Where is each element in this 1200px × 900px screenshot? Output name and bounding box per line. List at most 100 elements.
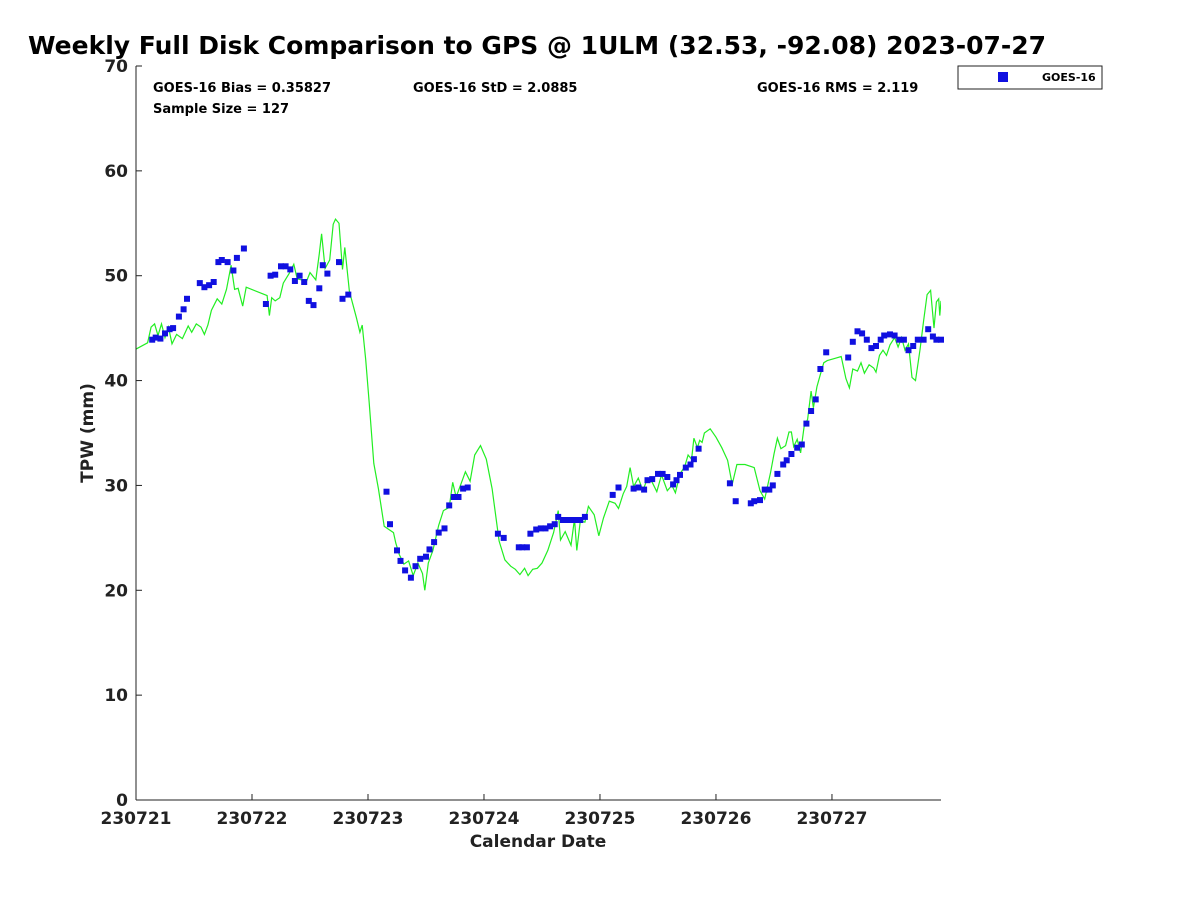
- goes-16-point: [397, 557, 404, 564]
- goes-16-point: [402, 567, 409, 574]
- goes-16-point: [803, 420, 810, 427]
- goes-16-point: [272, 271, 279, 278]
- goes-16-point: [572, 517, 579, 523]
- goes-16-point: [196, 280, 203, 287]
- goes-16-point: [905, 347, 912, 354]
- goes-16-point: [817, 366, 824, 372]
- goes-16-point: [240, 245, 247, 252]
- goes-16-point: [494, 530, 501, 537]
- goes-16-point: [849, 338, 856, 345]
- goes-16-point: [938, 336, 944, 343]
- goes-16-point: [933, 336, 940, 343]
- x-tick-label: 230725: [564, 809, 635, 829]
- legend-marker-goes-16: [998, 72, 1008, 82]
- goes-16-point: [670, 481, 677, 488]
- goes-16-point: [873, 343, 879, 349]
- goes-16-series: [149, 245, 944, 581]
- legend-box: [957, 65, 1103, 90]
- goes-16-point: [794, 444, 801, 451]
- goes-16-point: [278, 263, 284, 270]
- goes-16-point: [555, 513, 562, 520]
- goes-16-point: [798, 441, 805, 448]
- goes-16-point: [929, 333, 936, 340]
- goes-16-point: [149, 336, 156, 343]
- goes-16-point: [659, 470, 666, 477]
- goes-16-point: [336, 259, 342, 266]
- goes-16-point: [547, 523, 554, 530]
- goes-16-point: [695, 445, 702, 452]
- goes-16-point: [310, 302, 317, 309]
- goes-16-point: [435, 529, 442, 536]
- goes-16-point: [407, 574, 414, 581]
- gps-series: [136, 217, 941, 591]
- goes-16-point: [383, 488, 390, 495]
- goes-16-point: [635, 484, 642, 491]
- goes-16-point: [224, 259, 231, 266]
- y-tick-label: 10: [104, 686, 128, 706]
- goes-16-point: [655, 470, 661, 477]
- goes-16-point: [527, 530, 534, 537]
- y-tick-label: 0: [116, 791, 128, 811]
- goes-16-point: [559, 517, 566, 523]
- goes-16-point: [808, 408, 815, 414]
- goes-16-point: [218, 257, 225, 263]
- goes-16-point: [450, 494, 457, 500]
- x-axis-ticks: 230721 230722 230723 230724 230725 230726 2307…: [101, 794, 867, 829]
- goes-16-point: [615, 484, 622, 491]
- goes-16-point: [417, 555, 424, 562]
- goes-16-point: [210, 279, 217, 285]
- goes-16-point: [564, 517, 571, 523]
- goes-16-point: [854, 328, 861, 335]
- goes-16-point: [641, 486, 648, 493]
- legend-label-goes-16: GOES-16: [1042, 71, 1096, 84]
- goes-16-point: [630, 485, 637, 492]
- goes-16-point: [774, 470, 781, 477]
- goes-16-point: [649, 476, 656, 483]
- goes-16-point: [682, 464, 689, 471]
- goes-16-point: [162, 330, 168, 337]
- goes-16-point: [920, 336, 927, 343]
- goes-16-point: [887, 331, 893, 338]
- goes-16-point: [446, 502, 453, 509]
- goes-16-point: [184, 295, 190, 302]
- goes-16-point: [747, 500, 754, 507]
- goes-16-point: [316, 285, 323, 292]
- goes-16-point: [877, 336, 884, 343]
- stat-bias: GOES-16 Bias = 0.35827: [153, 81, 331, 96]
- goes-16-point: [780, 461, 787, 468]
- goes-16-point: [568, 517, 574, 523]
- goes-16-point: [761, 486, 768, 493]
- goes-16-point: [783, 457, 790, 464]
- goes-16-point: [394, 547, 400, 554]
- chart-title: Weekly Full Disk Comparison to GPS @ 1UL…: [28, 31, 1046, 60]
- goes-16-point: [673, 477, 680, 484]
- x-tick-label: 230723: [332, 809, 403, 829]
- goes-16-point: [664, 474, 671, 480]
- goes-16-point: [170, 325, 177, 332]
- goes-16-point: [412, 563, 419, 570]
- goes-16-point: [206, 282, 213, 289]
- goes-16-point: [900, 336, 907, 343]
- goes-16-point: [769, 482, 776, 489]
- goes-16-point: [690, 456, 697, 463]
- goes-16-point: [577, 517, 584, 523]
- goes-16-point: [287, 266, 294, 273]
- y-tick-label: 60: [104, 162, 128, 182]
- goes-16-point: [823, 349, 830, 356]
- goes-16-point: [515, 544, 522, 551]
- goes-16-point: [267, 272, 274, 279]
- goes-16-point: [788, 451, 795, 457]
- y-tick-label: 50: [104, 267, 128, 287]
- goes-16-point: [215, 259, 222, 266]
- goes-16-point: [166, 326, 173, 333]
- goes-16-point: [925, 326, 932, 333]
- goes-16-point: [751, 498, 758, 505]
- stat-rms: GOES-16 RMS = 2.119: [757, 81, 918, 96]
- x-tick-label: 230722: [217, 809, 288, 829]
- goes-16-point: [910, 343, 917, 349]
- legend: GOES-16: [957, 65, 1103, 90]
- stat-std: GOES-16 StD = 2.0885: [413, 81, 577, 96]
- goes-16-point: [766, 486, 773, 493]
- goes-16-point: [387, 521, 393, 528]
- goes-16-point: [291, 278, 298, 284]
